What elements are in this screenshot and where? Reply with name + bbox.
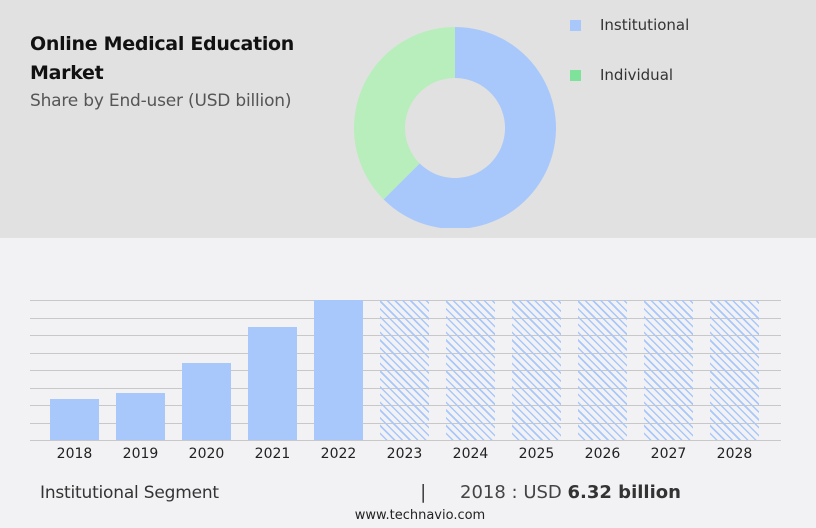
value-amount: 6.32 billion	[567, 482, 681, 503]
bar-2026	[578, 300, 627, 440]
x-axis-label: 2026	[584, 446, 621, 462]
segment-label: Institutional Segment	[40, 483, 219, 503]
bar-2027	[644, 300, 693, 440]
legend-swatch-individual	[570, 69, 581, 81]
donut-slice-institutional	[383, 27, 556, 228]
bar-2024	[446, 300, 495, 440]
footer-separator: |	[420, 481, 427, 503]
bar-2021	[248, 327, 297, 440]
bar-2022	[314, 300, 363, 440]
chart-title: Online Medical Education Market	[30, 30, 294, 88]
x-axis-label: 2025	[518, 446, 555, 462]
x-axis-label: 2022	[320, 446, 357, 462]
bar-2019	[116, 393, 165, 440]
bar-2028	[710, 300, 759, 440]
title-line-1: Online Medical Education	[30, 33, 295, 55]
legend-swatch-institutional	[570, 19, 581, 31]
x-axis-label: 2021	[254, 446, 291, 462]
bar-2025	[512, 300, 561, 440]
top-panel: Online Medical Education Market Share by…	[0, 0, 816, 238]
bar-2023	[380, 300, 429, 440]
x-axis-label: 2023	[386, 446, 423, 462]
gridline	[30, 440, 781, 441]
value-prefix: 2018 : USD	[460, 482, 568, 503]
website-link[interactable]: www.technavio.com	[354, 508, 486, 523]
legend-label: Individual	[600, 66, 674, 84]
donut-chart	[353, 27, 556, 228]
x-axis-label: 2020	[188, 446, 225, 462]
legend-label: Institutional	[600, 16, 690, 34]
x-axis-label: 2027	[650, 446, 687, 462]
x-axis-label: 2018	[56, 446, 93, 462]
title-line-2: Market	[30, 62, 104, 84]
legend-item-institutional: Institutional	[570, 16, 689, 34]
bar-2018	[50, 399, 99, 440]
bar-2020	[182, 363, 231, 440]
x-axis-label: 2019	[122, 446, 159, 462]
segment-value: 2018 : USD 6.32 billion	[460, 482, 681, 503]
donut-slice-individual	[353, 27, 455, 200]
legend-item-individual: Individual	[570, 66, 673, 84]
x-axis-label: 2028	[716, 446, 753, 462]
x-axis-label: 2024	[452, 446, 489, 462]
chart-subtitle: Share by End-user (USD billion)	[30, 91, 292, 111]
bar-chart: 2018 2019 2020 2021 2022 2023 2024 2025 2026 2027…	[0, 238, 816, 528]
